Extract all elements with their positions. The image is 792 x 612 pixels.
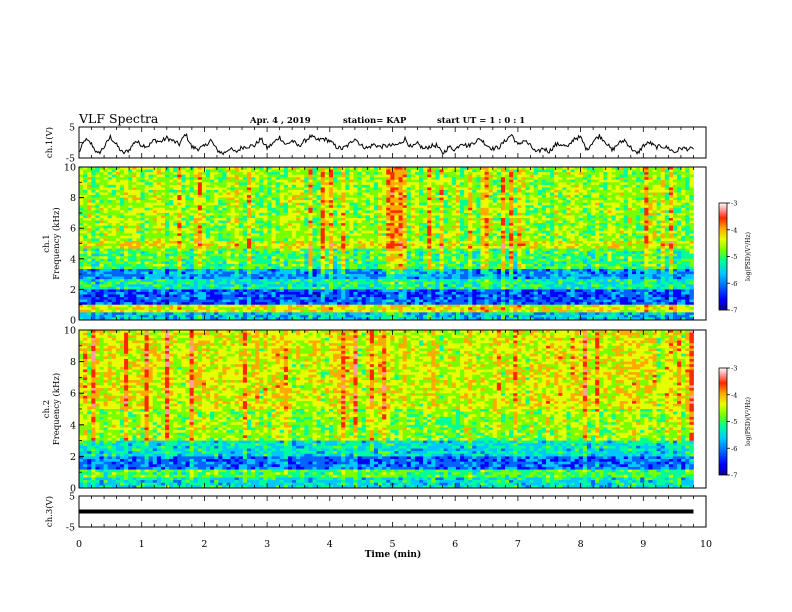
x-axis-label: Time (min) [365, 549, 422, 560]
ch2-spectrogram-colorbar-tick: -7 [731, 472, 737, 480]
ch1-spectrogram-ytick-label: 4 [70, 254, 76, 265]
ch2-spectrogram-ytick-label: 6 [70, 389, 76, 400]
start-time-label: start UT = 1 : 0 : 1 [437, 116, 525, 126]
x-tick-label: 7 [515, 539, 521, 550]
time-axis: 0 1 2 3 4 5 6 7 8 9 10 [76, 539, 712, 550]
x-tick-label: 1 [139, 539, 145, 550]
ch3-waveform-ytick-label: 5 [69, 492, 75, 503]
ch1-spectrogram-ylabel: Frequency (kHz) [51, 207, 62, 279]
x-tick-label: 2 [201, 539, 207, 550]
ch2-spectrogram-ytick-label: 0 [70, 484, 76, 495]
ch1-waveform-ylabel: ch.1(V) [44, 127, 55, 158]
ch1-spectrogram-ytick-label: 10 [64, 163, 76, 174]
ch2-spectrogram-colorbar-tick: -3 [731, 365, 737, 373]
x-tick-label: 3 [264, 539, 270, 550]
ch3-waveform-panel: 5 -5 ch.3(V) [44, 492, 707, 534]
x-tick-label: 6 [452, 539, 458, 550]
ch2-spectrogram-colorbar-label: log(PSD)(V²/Hz) [745, 397, 752, 446]
ch3-waveform-ytick-label: -5 [66, 523, 75, 534]
chart-title: VLF Spectra [78, 111, 159, 126]
x-tick-label: 8 [578, 539, 584, 550]
ch1-spectrogram-ytick-label: 0 [70, 316, 76, 327]
x-tick-label: 0 [76, 539, 82, 550]
ch1-spectrogram-colorbar-tick: -5 [731, 253, 737, 261]
ch2-spectrogram-cells [79, 330, 694, 489]
ch1-colorbar: -3 -4 -5 -6 -7 log(PSD)(V²/Hz) [718, 200, 752, 315]
ch2-spectrogram-ylabel-channel: ch.2 [42, 400, 52, 418]
x-tick-label: 5 [389, 539, 395, 550]
ch1-spectrogram-cells [79, 167, 694, 321]
ch1-spectrogram-ytick-label: 8 [70, 193, 76, 204]
ch1-waveform-ytick-label: -5 [66, 154, 75, 165]
x-tick-label: 10 [700, 539, 712, 550]
ch3-waveform-ylabel: ch.3(V) [44, 496, 55, 527]
ch2-spectrogram-ylabel: Frequency (kHz) [51, 373, 62, 445]
ch2-spectrogram-colorbar-tick: -6 [731, 445, 737, 453]
ch1-spectrogram-colorbar-tick: -7 [731, 307, 737, 315]
ch1-spectrogram-colorbar-label: log(PSD)(V²/Hz) [745, 232, 752, 281]
ch1-waveform-frame [78, 126, 707, 159]
ch1-waveform-line [78, 132, 694, 156]
ch1-spectrogram-ytick-label: 6 [70, 224, 76, 235]
ch1-spectrogram-colorbar-tick: -6 [731, 280, 737, 288]
ch1-waveform-ytick-label: 5 [69, 123, 75, 134]
ch1-spectrogram-colorbar-tick: -4 [731, 226, 737, 234]
ch2-spectrogram-ytick-label: 4 [70, 420, 76, 431]
ch1-waveform-panel: 5 -5 ch.1(V) [44, 123, 707, 165]
ch2-spectrogram-ytick-label: 2 [70, 452, 76, 463]
ch1-spectrogram-ylabel-channel: ch.1 [42, 234, 52, 252]
ch2-colorbar: -3 -4 -5 -6 -7 log(PSD)(V²/Hz) [718, 365, 752, 480]
x-tick-label: 9 [640, 539, 646, 550]
ch2-spectrogram-colorbar-tick: -5 [731, 418, 737, 426]
ch1-spectrogram-colorbar-scale [718, 202, 728, 311]
ch2-spectrogram-ytick-label: 8 [70, 357, 76, 368]
ch1-spectrogram-panel: 0 2 4 6 8 10 ch.1 Frequency (kHz) [42, 163, 707, 327]
ch2-spectrogram-panel: 0 2 4 6 8 10 ch.2 Frequency (kHz) [42, 326, 707, 495]
ch1-spectrogram-colorbar-tick: -3 [731, 200, 737, 208]
ch2-spectrogram-colorbar-scale [718, 367, 728, 476]
x-tick-label: 4 [327, 539, 333, 550]
ch1-spectrogram-ytick-label: 2 [70, 285, 76, 296]
station-label: station= KAP [343, 116, 407, 126]
date-label: Apr. 4 , 2019 [249, 116, 311, 126]
ch2-spectrogram-colorbar-tick: -4 [731, 391, 737, 399]
ch2-spectrogram-ytick-label: 10 [64, 326, 76, 337]
